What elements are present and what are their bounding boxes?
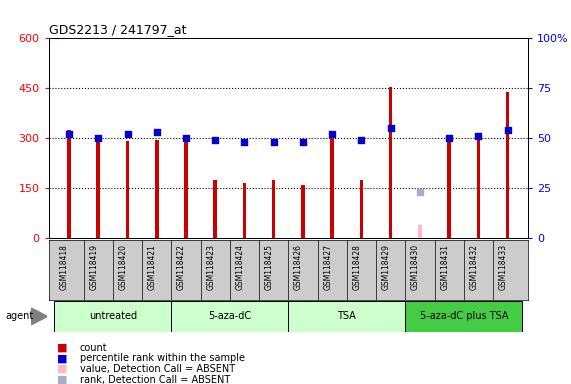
Point [152,129,162,135]
FancyBboxPatch shape [405,301,522,331]
Point [386,125,395,131]
FancyBboxPatch shape [288,301,405,331]
Text: value, Detection Call = ABSENT: value, Detection Call = ABSENT [80,364,235,374]
Text: GSM118432: GSM118432 [469,244,478,290]
Point [65,131,74,137]
Bar [477,137,480,238]
Point [445,135,454,141]
Bar [96,142,100,238]
Point [474,133,483,139]
Text: GSM118429: GSM118429 [382,244,391,290]
Text: untreated: untreated [89,311,137,321]
Text: GSM118423: GSM118423 [206,244,215,290]
Bar [506,92,509,238]
Bar [272,180,275,238]
Bar [389,87,392,238]
Bar [448,139,451,238]
Text: ■: ■ [57,375,67,384]
Text: percentile rank within the sample: percentile rank within the sample [80,353,245,363]
Bar [214,180,217,238]
Text: TSA: TSA [337,311,356,321]
Text: agent: agent [6,311,34,321]
Bar [184,141,188,238]
FancyBboxPatch shape [54,301,171,331]
Point [328,131,337,137]
Text: GSM118427: GSM118427 [323,244,332,290]
Text: count: count [80,343,107,353]
Point [269,139,278,145]
Text: GSM118421: GSM118421 [148,244,157,290]
Text: GSM118428: GSM118428 [352,244,361,290]
Bar [126,141,129,238]
Point [357,137,366,143]
Point [123,131,132,137]
Text: 5-aza-dC: 5-aza-dC [208,311,251,321]
Text: GSM118433: GSM118433 [498,244,508,290]
Text: ■: ■ [57,353,67,363]
Text: GSM118420: GSM118420 [119,244,127,290]
Bar [301,185,305,238]
Text: GSM118431: GSM118431 [440,244,449,290]
Text: GSM118425: GSM118425 [265,244,274,290]
Text: GSM118419: GSM118419 [89,244,98,290]
Bar [360,180,363,238]
Text: GSM118418: GSM118418 [60,244,69,290]
Point [240,139,249,145]
Bar [67,130,71,238]
Bar [331,132,334,238]
Point [94,135,103,141]
Text: GSM118426: GSM118426 [294,244,303,290]
Point [299,139,308,145]
Text: rank, Detection Call = ABSENT: rank, Detection Call = ABSENT [80,375,230,384]
Bar [155,140,159,238]
Bar [418,225,422,238]
Text: ■: ■ [57,364,67,374]
FancyBboxPatch shape [171,301,288,331]
Text: GSM118424: GSM118424 [235,244,244,290]
Point [503,127,512,133]
Bar [243,183,246,238]
Text: GSM118430: GSM118430 [411,244,420,290]
Text: GDS2213 / 241797_at: GDS2213 / 241797_at [49,23,186,36]
Point [415,189,424,195]
Text: ■: ■ [57,343,67,353]
Polygon shape [31,308,47,325]
Point [211,137,220,143]
Text: 5-aza-dC plus TSA: 5-aza-dC plus TSA [420,311,508,321]
Point [182,135,191,141]
Text: GSM118422: GSM118422 [177,244,186,290]
